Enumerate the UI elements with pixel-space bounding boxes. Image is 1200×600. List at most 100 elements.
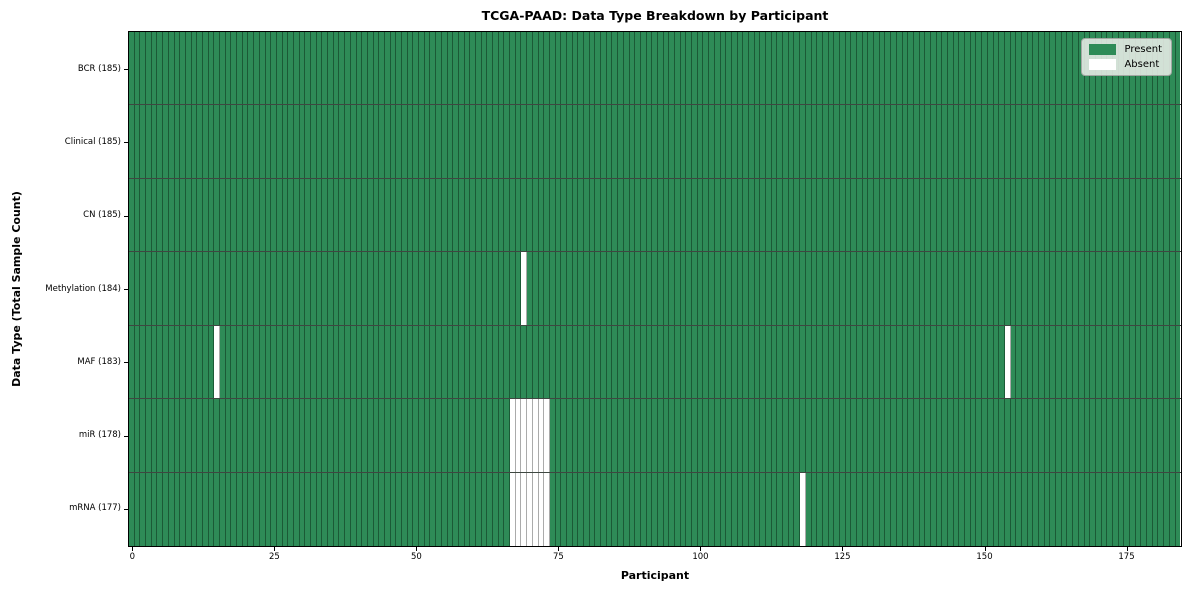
matrix-cell bbox=[214, 105, 220, 178]
matrix-cell bbox=[635, 399, 641, 472]
matrix-cell bbox=[578, 252, 584, 325]
x-tick-mark bbox=[842, 547, 844, 551]
matrix-cell bbox=[731, 472, 738, 546]
matrix-cell bbox=[339, 178, 346, 252]
matrix-cell bbox=[1061, 32, 1068, 105]
matrix-cell bbox=[157, 472, 164, 546]
matrix-cell bbox=[817, 472, 823, 546]
matrix-cell bbox=[925, 325, 931, 399]
matrix-cell bbox=[572, 325, 579, 399]
matrix-cell bbox=[640, 105, 647, 178]
matrix-cell bbox=[1152, 252, 1159, 325]
matrix-cell bbox=[868, 32, 875, 105]
matrix-cell bbox=[669, 32, 675, 105]
matrix-cell bbox=[913, 178, 920, 252]
matrix-cell bbox=[720, 105, 727, 178]
matrix-cell bbox=[1033, 105, 1039, 178]
matrix-cell bbox=[305, 105, 311, 178]
matrix-cell bbox=[288, 252, 294, 325]
matrix-cell bbox=[589, 472, 596, 546]
matrix-cell bbox=[157, 178, 164, 252]
matrix-cell bbox=[549, 472, 556, 546]
matrix-cell bbox=[1084, 325, 1091, 399]
matrix-cell bbox=[595, 252, 602, 325]
matrix-cell bbox=[521, 472, 528, 546]
matrix-cell bbox=[1175, 472, 1181, 546]
matrix-cell bbox=[845, 325, 852, 399]
matrix-cell bbox=[453, 399, 459, 472]
matrix-cell bbox=[191, 325, 198, 399]
matrix-cell bbox=[1095, 252, 1102, 325]
matrix-cell bbox=[720, 252, 727, 325]
matrix-cell bbox=[601, 472, 607, 546]
matrix-cell bbox=[1044, 399, 1051, 472]
matrix-cell bbox=[1027, 399, 1034, 472]
matrix-cell bbox=[982, 399, 988, 472]
matrix-cell bbox=[646, 325, 653, 399]
matrix-cell bbox=[675, 32, 681, 105]
matrix-cell bbox=[834, 399, 840, 472]
matrix-cell bbox=[1141, 325, 1148, 399]
matrix-cell bbox=[737, 178, 744, 252]
matrix-cell bbox=[663, 32, 670, 105]
matrix-cell bbox=[703, 252, 710, 325]
matrix-cell bbox=[419, 105, 425, 178]
matrix-cell bbox=[316, 178, 323, 252]
matrix-cell bbox=[407, 472, 414, 546]
matrix-cell bbox=[1101, 105, 1108, 178]
matrix-cell bbox=[555, 32, 562, 105]
matrix-cell bbox=[299, 472, 306, 546]
matrix-cell bbox=[549, 399, 556, 472]
matrix-cell bbox=[282, 105, 289, 178]
matrix-cell bbox=[1067, 32, 1074, 105]
matrix-cell bbox=[390, 399, 397, 472]
matrix-cell bbox=[936, 105, 943, 178]
matrix-cell bbox=[805, 105, 812, 178]
matrix-cell bbox=[822, 32, 829, 105]
matrix-cell bbox=[441, 399, 448, 472]
matrix-cell bbox=[1095, 472, 1102, 546]
matrix-cell bbox=[930, 399, 937, 472]
matrix-cell bbox=[157, 105, 164, 178]
matrix-cell bbox=[464, 32, 471, 105]
matrix-cell bbox=[726, 252, 732, 325]
matrix-cell bbox=[168, 178, 175, 252]
matrix-cell bbox=[475, 325, 482, 399]
matrix-cell bbox=[885, 178, 892, 252]
matrix-cell bbox=[339, 105, 346, 178]
matrix-cell bbox=[629, 178, 636, 252]
matrix-cell bbox=[948, 32, 954, 105]
matrix-cell bbox=[646, 399, 653, 472]
matrix-cell bbox=[800, 472, 806, 546]
matrix-cell bbox=[1039, 399, 1045, 472]
matrix-cell bbox=[168, 399, 175, 472]
matrix-cell bbox=[1095, 399, 1102, 472]
matrix-cell bbox=[1152, 178, 1159, 252]
matrix-cell bbox=[959, 472, 966, 546]
matrix-cell bbox=[1073, 32, 1079, 105]
matrix-cell bbox=[419, 32, 425, 105]
matrix-cell bbox=[811, 252, 818, 325]
matrix-cell bbox=[942, 105, 948, 178]
matrix-cell bbox=[879, 32, 886, 105]
matrix-cell bbox=[299, 32, 306, 105]
matrix-cell bbox=[237, 472, 243, 546]
matrix-cell bbox=[1033, 32, 1039, 105]
matrix-cell bbox=[1084, 472, 1091, 546]
matrix-cell bbox=[293, 399, 300, 472]
matrix-cell bbox=[896, 399, 903, 472]
matrix-cell bbox=[1175, 32, 1181, 105]
matrix-cell bbox=[993, 32, 1000, 105]
matrix-cell bbox=[737, 105, 744, 178]
matrix-cell bbox=[908, 472, 914, 546]
matrix-cell bbox=[146, 105, 152, 178]
matrix-cell bbox=[623, 178, 630, 252]
matrix-cell bbox=[584, 399, 590, 472]
matrix-cell bbox=[311, 252, 317, 325]
matrix-cell bbox=[589, 325, 596, 399]
y-tick-label-mRNA: mRNA (177) bbox=[69, 503, 121, 514]
matrix-cell bbox=[1175, 325, 1181, 399]
matrix-cell bbox=[254, 105, 260, 178]
matrix-cell bbox=[1033, 178, 1039, 252]
matrix-cell bbox=[242, 472, 249, 546]
